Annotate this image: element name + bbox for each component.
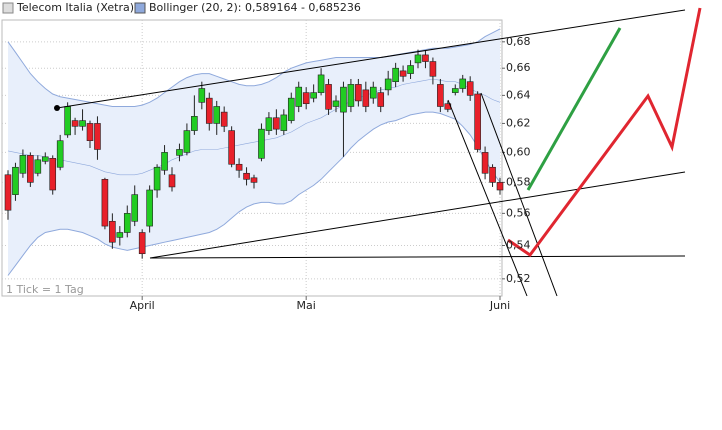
legend-swatch xyxy=(2,2,14,14)
candle-body xyxy=(101,179,109,227)
candle-body xyxy=(414,54,422,64)
candle-body xyxy=(138,232,146,255)
candle-body xyxy=(474,93,481,150)
candle-body xyxy=(64,106,71,136)
candle-body xyxy=(302,92,310,105)
candle-body xyxy=(34,159,42,174)
candle-body xyxy=(27,155,34,183)
candle-body xyxy=(325,84,332,110)
green-projection xyxy=(526,27,622,191)
candle-body xyxy=(392,67,399,82)
candle-body xyxy=(377,92,385,107)
candle-body xyxy=(220,111,228,127)
candle-body xyxy=(340,86,347,113)
y-tick-label: 0,62 xyxy=(506,116,531,129)
trend-line xyxy=(480,92,558,297)
candle-body xyxy=(310,92,317,99)
candle-body xyxy=(287,97,295,121)
candle-body xyxy=(369,86,377,99)
candle-body xyxy=(123,213,131,233)
trend-line xyxy=(149,255,686,259)
candle-body xyxy=(86,123,94,142)
x-tick-label: Mai xyxy=(297,299,316,312)
candle-body xyxy=(295,86,303,107)
candle-body xyxy=(213,106,221,124)
candle-body xyxy=(429,61,437,77)
tick-note: 1 Tick = 1 Tag xyxy=(6,283,84,296)
candle-body xyxy=(258,128,265,159)
candle-body xyxy=(146,189,153,227)
y-tick-label: 0,54 xyxy=(506,238,531,251)
candle-body xyxy=(466,81,474,96)
x-tick-label: April xyxy=(130,299,155,312)
candle-body xyxy=(94,123,101,150)
legend-label: Telecom Italia (Xetra) xyxy=(16,1,134,14)
candle-body xyxy=(243,172,250,180)
y-tick-label: 0,64 xyxy=(506,88,531,101)
candle-body xyxy=(459,78,467,89)
y-tick-label: 0,66 xyxy=(506,61,531,74)
legend-swatch xyxy=(134,2,146,14)
candle-body xyxy=(481,152,489,174)
candle-body xyxy=(4,174,12,211)
candle-body xyxy=(168,174,176,188)
candle-body xyxy=(183,130,191,153)
y-tick-label: 0,58 xyxy=(506,175,531,188)
candle-body xyxy=(317,74,325,93)
candle-body xyxy=(109,220,116,243)
candle-body xyxy=(161,152,168,171)
candle-body xyxy=(131,194,139,222)
y-tick-label: 0,52 xyxy=(506,272,531,285)
candle-body xyxy=(191,116,198,131)
candle-body xyxy=(153,166,161,191)
trend-line xyxy=(56,9,686,109)
candle-body xyxy=(384,78,392,91)
candle-body xyxy=(451,88,459,93)
y-tick-label: 0,56 xyxy=(506,206,531,219)
y-tick-label: 0,68 xyxy=(506,35,531,48)
candle-body xyxy=(489,166,496,183)
candle-body xyxy=(198,88,206,103)
legend-label: Bollinger (20, 2): 0,589164 - 0,685236 xyxy=(149,1,361,14)
bollinger-area xyxy=(8,28,500,276)
drawings xyxy=(54,7,702,297)
candle-body xyxy=(79,120,86,127)
candle-body xyxy=(12,166,19,195)
candle-body xyxy=(250,177,258,183)
plot xyxy=(2,20,505,300)
trend-line xyxy=(149,171,686,259)
candle-body xyxy=(71,120,79,127)
candle-body xyxy=(116,232,124,238)
candle-body xyxy=(332,100,340,107)
bollinger-lower xyxy=(7,111,501,276)
candle-body xyxy=(437,84,444,107)
candle-body xyxy=(362,89,370,107)
bollinger-middle xyxy=(7,78,501,176)
candle-body xyxy=(347,84,355,107)
candle-body xyxy=(41,156,49,162)
candle-body xyxy=(176,149,183,156)
candle-body xyxy=(19,155,27,174)
candle-body xyxy=(56,140,64,168)
candle-body xyxy=(280,114,288,131)
candle-body xyxy=(228,130,235,165)
candle-body xyxy=(49,158,57,191)
red-projection xyxy=(507,7,702,258)
candle-body xyxy=(407,65,414,74)
candle-body xyxy=(496,182,504,191)
candle-body xyxy=(273,117,280,130)
x-tick-label: Juni xyxy=(489,299,510,312)
candle-body xyxy=(265,117,273,131)
candle-body xyxy=(355,84,362,102)
anchor-point xyxy=(54,105,60,111)
candle-body xyxy=(422,54,429,62)
candle-body xyxy=(205,97,213,124)
trend-line xyxy=(447,99,528,297)
candle-body xyxy=(399,70,407,77)
candle-body xyxy=(235,163,243,171)
y-tick-label: 0,60 xyxy=(506,145,531,158)
